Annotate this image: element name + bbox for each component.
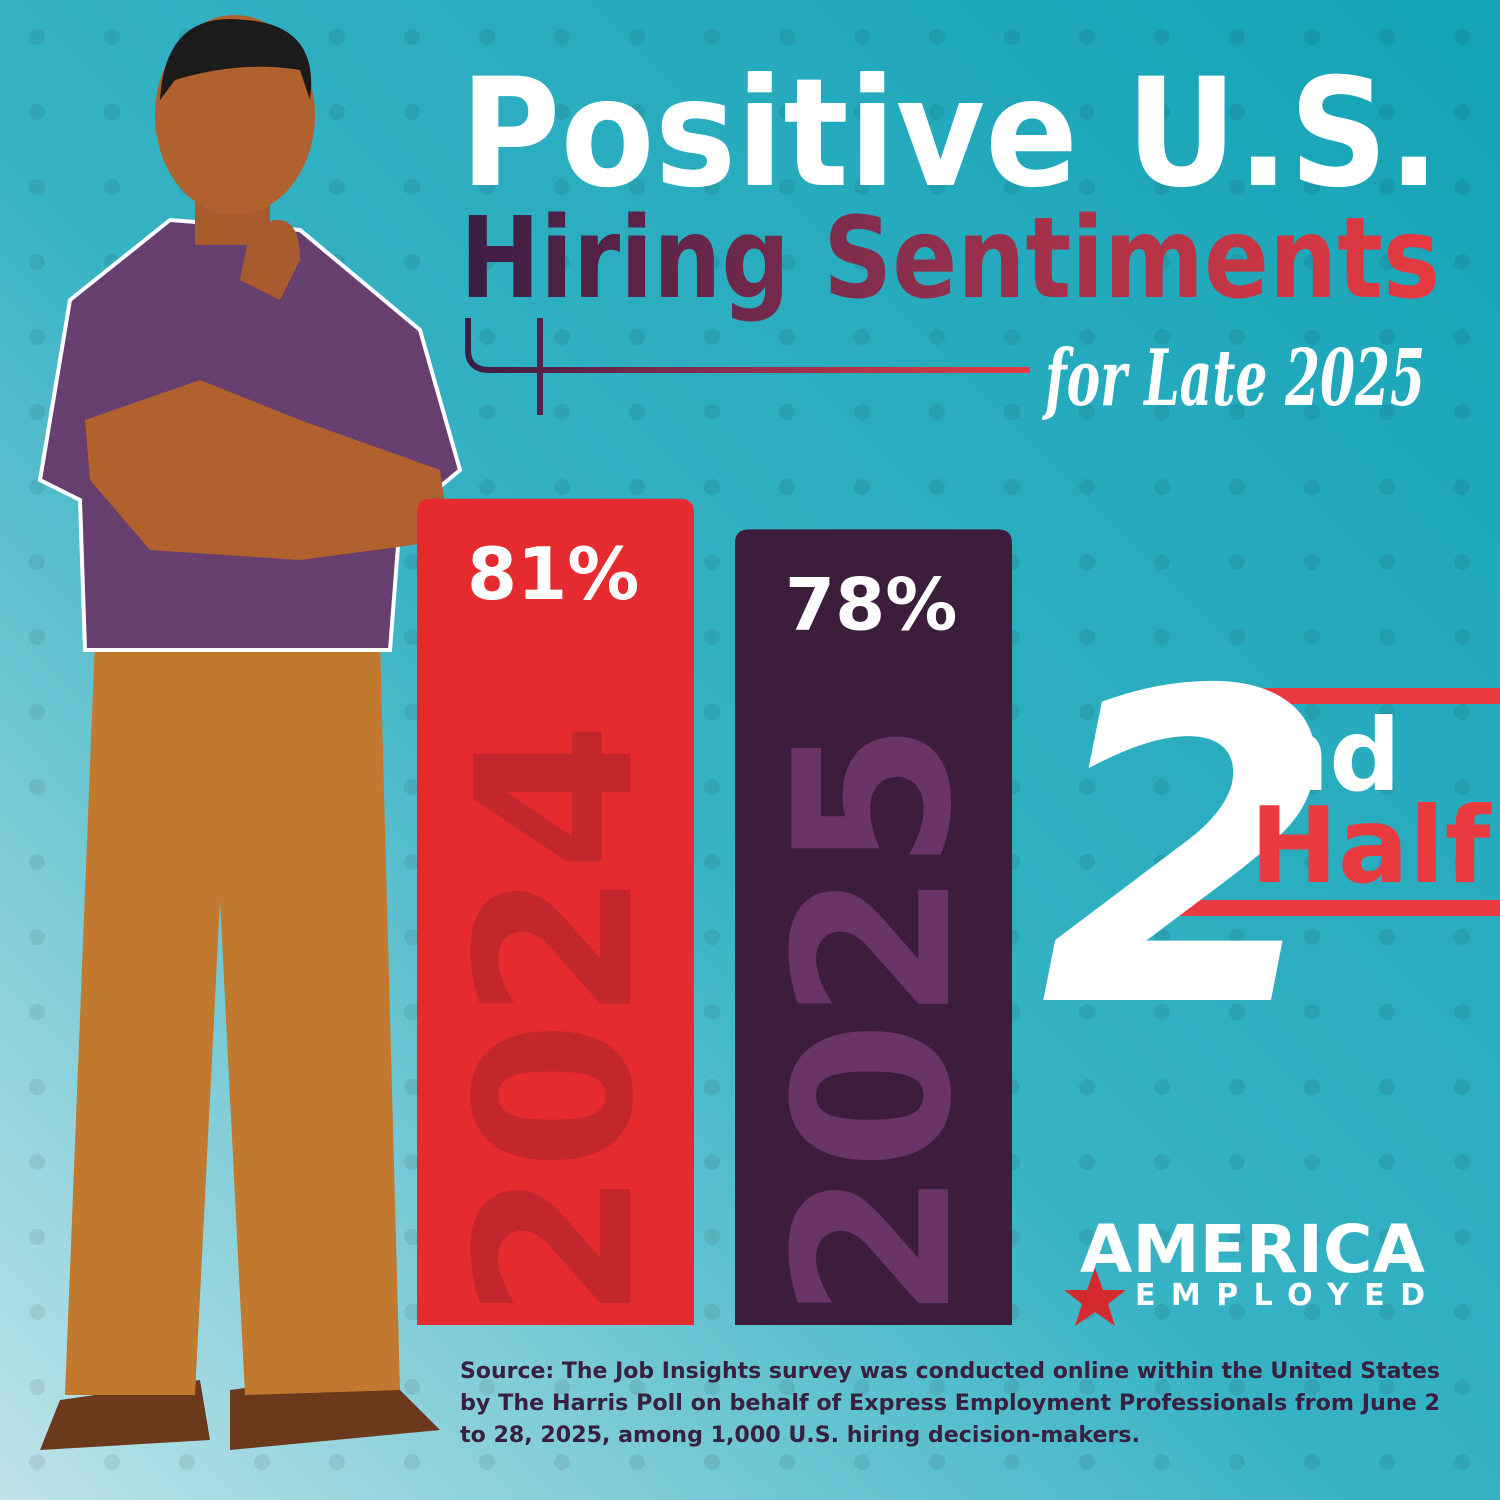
value-label: 81% (467, 532, 639, 616)
person-illustration (37, 15, 463, 1450)
badge-word: Half (1250, 785, 1492, 907)
logo-top: AMERICA (1080, 1211, 1425, 1288)
source-line: by The Harris Poll on behalf of Express … (460, 1391, 1440, 1416)
category-label: 2025 (748, 722, 999, 1320)
bar (735, 529, 1012, 1325)
title: Positive U.S. (460, 47, 1440, 221)
source-line: Source: The Job Insights survey was cond… (460, 1359, 1440, 1384)
badge-suffix: nd (1258, 697, 1401, 814)
badge-number: 2 (1040, 602, 1339, 1102)
bar (417, 498, 694, 1325)
source-line: to 28, 2025, among 1,000 U.S. hiring dec… (460, 1423, 1140, 1448)
subtitle: Hiring Sentiments (460, 194, 1440, 324)
decor-stripe (1120, 900, 1500, 916)
annotation: for Late 2025 (1042, 333, 1425, 424)
logo-star (1064, 1268, 1126, 1326)
value-label: 78% (785, 562, 957, 646)
decor-line (465, 318, 1030, 415)
decor-stripe (1150, 688, 1500, 704)
category-label: 2024 (430, 722, 681, 1320)
